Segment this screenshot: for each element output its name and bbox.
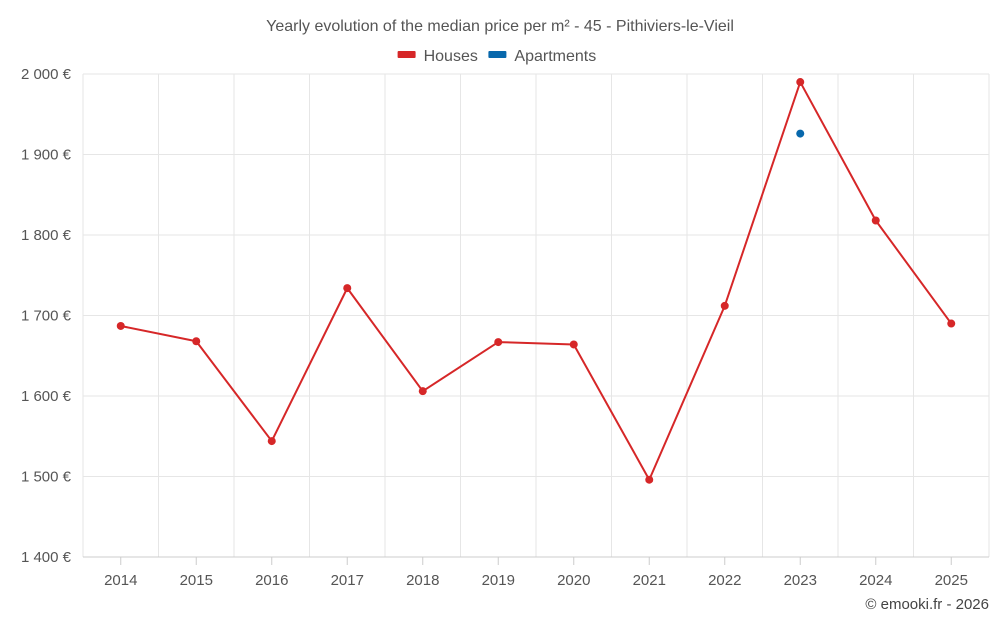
legend-item-houses[interactable]: Houses [397,48,478,65]
data-point-houses[interactable] [569,340,578,349]
x-tick-label: 2023 [784,572,817,589]
x-tick-label: 2021 [633,572,666,589]
data-point-houses[interactable] [192,337,201,346]
x-tick-label: 2018 [406,572,439,589]
x-tick-label: 2022 [708,572,741,589]
x-tick-label: 2014 [104,572,137,589]
y-tick-label: 1 600 € [21,388,72,405]
x-tick-label: 2015 [180,572,213,589]
x-tick-label: 2025 [935,572,968,589]
credit-text: © emooki.fr - 2026 [865,596,989,613]
data-point-houses[interactable] [947,319,956,328]
data-point-apartments[interactable] [796,129,805,138]
x-tick-label: 2017 [331,572,364,589]
legend-label: Apartments [514,48,596,65]
y-tick-label: 2 000 € [21,66,72,83]
legend-item-apartments[interactable]: Apartments [488,48,596,65]
data-point-houses[interactable] [796,78,805,87]
data-point-houses[interactable] [871,216,880,225]
x-tick-label: 2020 [557,572,590,589]
data-point-houses[interactable] [418,387,427,396]
chart-title: Yearly evolution of the median price per… [266,18,734,35]
legend: Houses Apartments [397,48,596,65]
legend-swatch [397,51,416,58]
data-point-houses[interactable] [116,321,125,330]
grid [82,73,990,557]
legend-label: Houses [424,48,478,65]
x-tick-label: 2019 [482,572,515,589]
y-tick-label: 1 400 € [21,549,72,566]
series-layer [116,78,956,484]
y-tick-label: 1 800 € [21,227,72,244]
x-tick-label: 2016 [255,572,288,589]
legend-swatch [488,51,507,58]
data-point-houses[interactable] [645,475,654,484]
y-tick-label: 1 900 € [21,147,72,164]
axes: 1 400 € 1 500 € 1 600 € 1 700 € 1 800 € 1 900… [21,66,989,589]
y-tick-label: 1 700 € [21,308,72,325]
series-line-houses [120,81,953,481]
data-point-houses[interactable] [343,284,352,293]
data-point-houses[interactable] [720,301,729,310]
x-tick-label: 2024 [859,572,892,589]
data-point-houses[interactable] [494,338,503,347]
data-point-houses[interactable] [267,437,276,446]
y-tick-label: 1 500 € [21,469,72,486]
